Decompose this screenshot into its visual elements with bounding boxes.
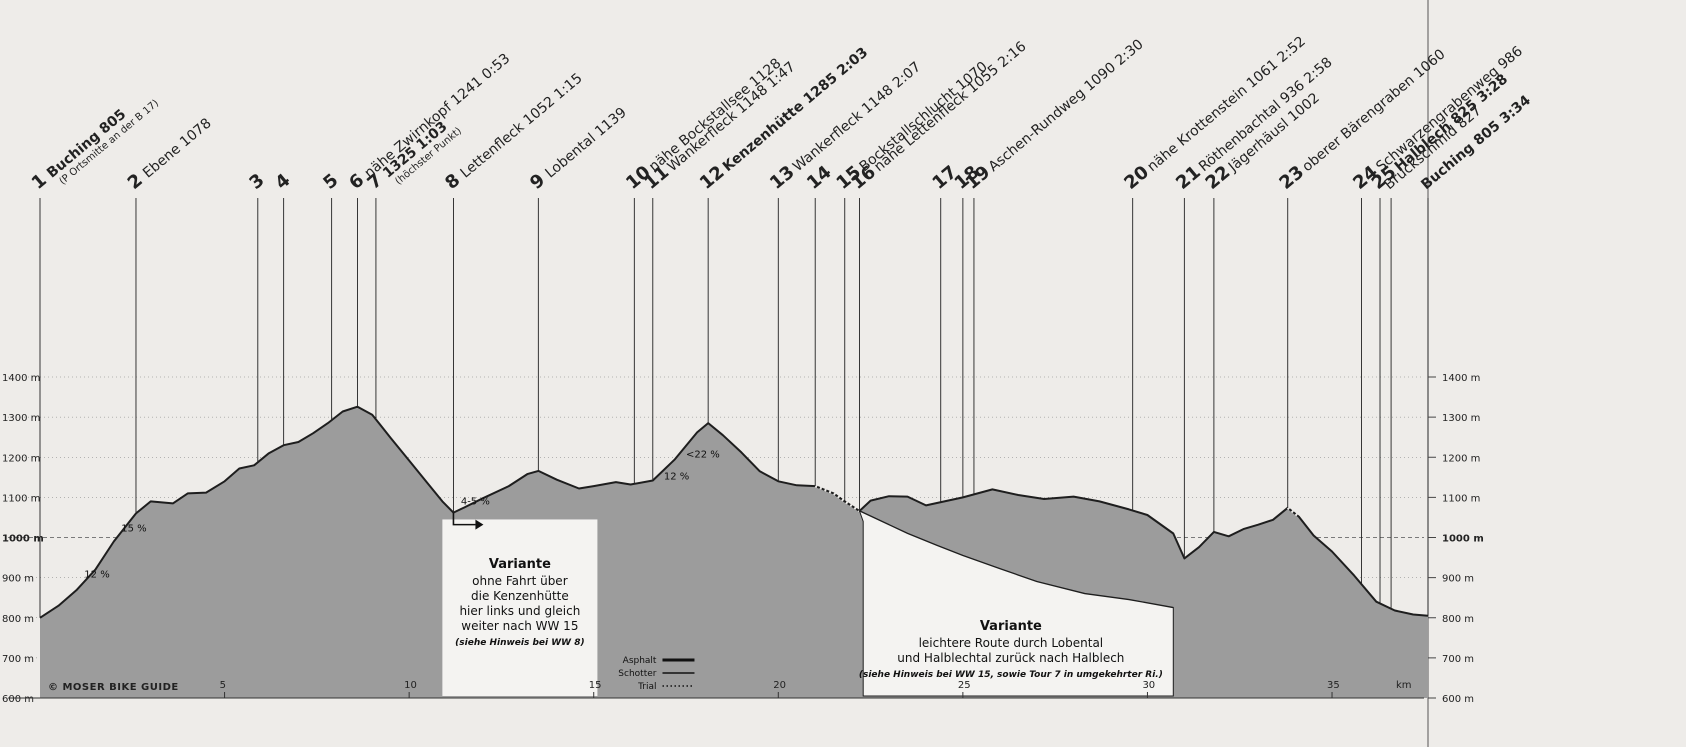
gradient-label: <22 % bbox=[686, 449, 720, 460]
annotation-title: Variante bbox=[489, 557, 551, 572]
annotation-line: und Halblechtal zurück nach Halblech bbox=[897, 651, 1124, 665]
y-tick-label-left: 900 m bbox=[2, 574, 34, 585]
y-tick-label-right: 1300 m bbox=[1442, 413, 1480, 424]
y-tick-label-right: 1000 m bbox=[1442, 534, 1484, 545]
trail-segment bbox=[1286, 506, 1300, 518]
y-tick-label-right: 1200 m bbox=[1442, 453, 1480, 464]
axes-group: 600 m 600 m 700 m 700 m 800 m 800 m 900 m 900 m… bbox=[2, 373, 1484, 705]
variant-arrow bbox=[452, 512, 476, 526]
annotation-line: die Kenzenhütte bbox=[471, 589, 569, 603]
brand-label: © MOSER BIKE GUIDE bbox=[48, 682, 179, 693]
legend-group: Asphalt Schotter Trial © MOSER BIKE GUIDE bbox=[48, 656, 695, 693]
variant-arrow-head bbox=[475, 519, 484, 530]
legend-label: Schotter bbox=[618, 669, 656, 679]
variant-box-1 bbox=[442, 519, 598, 696]
y-tick-label-left: 1200 m bbox=[2, 453, 40, 464]
gradient-label: 12 % bbox=[664, 471, 689, 482]
y-tick-label-right: 900 m bbox=[1442, 574, 1474, 585]
y-tick-label-right: 1400 m bbox=[1442, 373, 1480, 384]
y-tick-label-left: 1100 m bbox=[2, 493, 40, 504]
gradient-labels: 12 % 15 % 4-5 % 12 % <22 % bbox=[84, 449, 720, 580]
y-tick-label-right: 700 m bbox=[1442, 654, 1474, 665]
y-tick-label-left: 600 m bbox=[2, 694, 34, 705]
trail-segment bbox=[814, 484, 861, 513]
x-tick-label: 25 bbox=[958, 680, 971, 691]
y-tick-label-right: 800 m bbox=[1442, 614, 1474, 625]
variant-route-group bbox=[442, 510, 1175, 697]
variant-box-2 bbox=[858, 510, 1175, 697]
annotation-line: hier links und gleich bbox=[459, 604, 580, 618]
y-tick-label-left: 700 m bbox=[2, 654, 34, 665]
annotation-note: (siehe Hinweis bei WW 8) bbox=[455, 638, 584, 648]
x-unit-label: km bbox=[1396, 680, 1412, 691]
y-tick-label-left: 1400 m bbox=[2, 373, 40, 384]
x-tick-label: 10 bbox=[404, 680, 417, 691]
y-tick-label-right: 1100 m bbox=[1442, 493, 1480, 504]
annotation-line: weiter nach WW 15 bbox=[461, 619, 578, 633]
annotation-line: leichtere Route durch Lobental bbox=[919, 636, 1104, 650]
y-tick-label-left: 800 m bbox=[2, 614, 34, 625]
y-tick-label-right: 600 m bbox=[1442, 694, 1474, 705]
waypoint-poles bbox=[39, 198, 1429, 618]
annotation-note: (siehe Hinweis bei WW 15, sowie Tour 7 i… bbox=[859, 670, 1163, 680]
annotation-line: ohne Fahrt über bbox=[472, 574, 568, 588]
y-tick-label-left: 1300 m bbox=[2, 413, 40, 424]
legend-label: Trial bbox=[637, 682, 656, 692]
gradient-label: 15 % bbox=[121, 523, 146, 534]
x-tick-label: 15 bbox=[589, 680, 602, 691]
y-tick-label-left: 1000 m bbox=[2, 534, 44, 545]
annotation-title: Variante bbox=[980, 619, 1042, 634]
gradient-label: 4-5 % bbox=[461, 497, 490, 508]
x-tick-label: 30 bbox=[1142, 680, 1155, 691]
gradient-label: 12 % bbox=[84, 570, 109, 581]
x-tick-label: 20 bbox=[773, 680, 786, 691]
x-tick-label: 5 bbox=[220, 680, 226, 691]
x-tick-label: 35 bbox=[1327, 680, 1340, 691]
legend-label: Asphalt bbox=[623, 656, 657, 666]
